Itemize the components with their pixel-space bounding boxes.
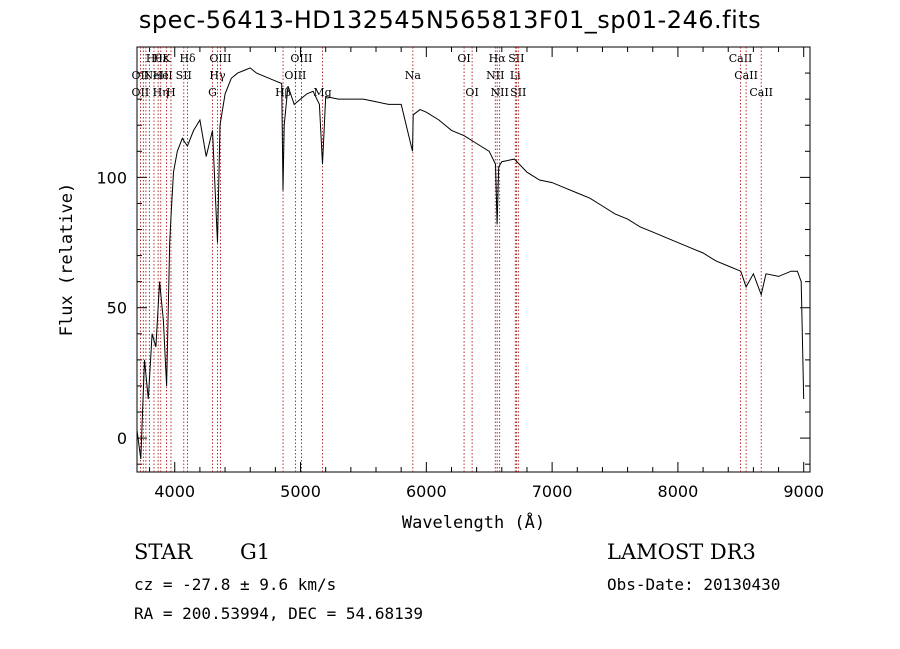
spectral-line-label: CaII [729,52,753,65]
redshift-velocity: cz = -27.8 ± 9.6 km/s [134,575,337,594]
plot-frame [136,46,811,473]
object-class: STAR [134,540,193,564]
spectral-line-label: Hη [153,86,169,99]
survey-name: LAMOST DR3 [607,540,756,564]
spectral-line-label: NII [491,86,509,99]
spectral-line-label: K [162,52,171,65]
spectral-line-label: OI [457,52,470,65]
spectral-line-label: H [166,86,176,99]
y-axis-label: Flux (relative) [57,183,77,337]
spectral-line-label: OIII [209,52,231,65]
spectral-line-label: OIII [284,69,306,82]
spectral-line-label: CaII [734,69,758,82]
spectral-line-label: NeIII [144,69,173,82]
coordinates: RA = 200.53994, DEC = 54.68139 [134,604,423,623]
spectral-line-label: Li [510,69,521,82]
spectral-line-label: SII [510,86,526,99]
x-axis-label: Wavelength (Å) [402,511,545,533]
spectral-line-label: OIII [290,52,312,65]
x-tick-label: 6000 [406,482,447,501]
spectral-line-label: OII [132,69,150,82]
y-tick-label: 50 [107,299,127,318]
spectral-line-label: Hδ [179,52,196,65]
x-tick-label: 8000 [658,482,699,501]
spectral-line-label: SII [176,69,192,82]
observation-date: Obs-Date: 20130430 [607,575,781,594]
spectral-line-label: Hε [153,52,169,65]
y-tick-label: 100 [96,168,127,187]
spectral-line-label: Hα [489,52,507,65]
spectral-line-label: CaII [749,86,773,99]
spectral-line-label: G [208,86,217,99]
object-subclass: G1 [240,540,271,564]
x-tick-label: 4000 [154,482,195,501]
spectral-line-label: SII [508,52,524,65]
spectral-line-label: NII [486,69,504,82]
spectral-line-label: Na [405,69,422,82]
spectral-line-label: Hγ [209,69,226,82]
spectral-line-label: OII [132,86,150,99]
y-tick-label: 0 [117,429,127,448]
spectrum-line [136,67,805,460]
spectral-line-label: Mg [313,86,331,99]
x-tick-label: 5000 [280,482,321,501]
x-tick-label: 9000 [783,482,824,501]
spectral-line-label: He [153,69,169,82]
spectral-line-label: OI [465,86,478,99]
chart-title: spec-56413-HD132545N565813F01_sp01-246.f… [138,6,762,34]
x-tick-label: 7000 [532,482,573,501]
